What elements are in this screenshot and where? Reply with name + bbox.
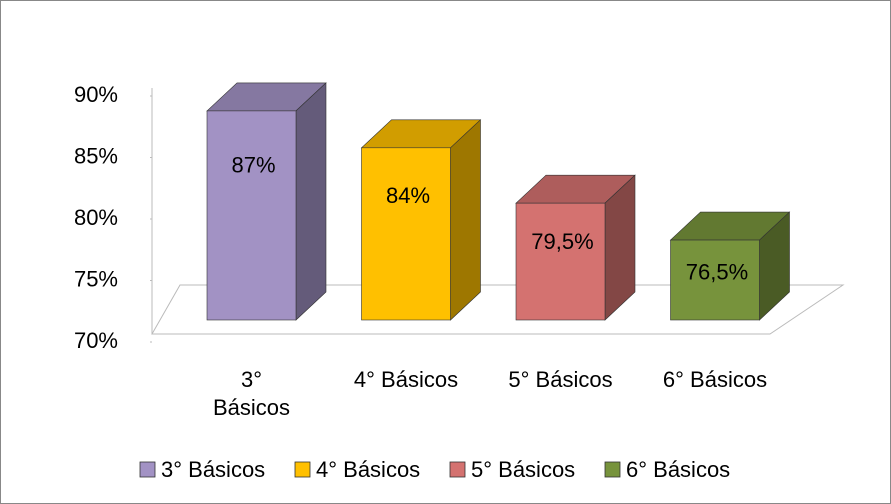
legend-swatch bbox=[449, 461, 466, 478]
bar-side bbox=[450, 119, 481, 321]
legend-label: 5° Básicos bbox=[471, 457, 575, 482]
bar bbox=[360, 119, 482, 321]
legend-swatch bbox=[604, 461, 621, 478]
y-tick-label: 70% bbox=[74, 328, 118, 353]
legend-label: 6° Básicos bbox=[626, 457, 730, 482]
legend-swatch bbox=[294, 461, 311, 478]
y-tick-label: 80% bbox=[74, 205, 118, 230]
x-tick-label: 5° Básicos bbox=[508, 367, 613, 392]
bar-front bbox=[361, 147, 451, 321]
value-label: 76,5% bbox=[686, 259, 748, 284]
bar-front bbox=[206, 110, 297, 321]
legend-swatch bbox=[139, 461, 156, 478]
bar bbox=[669, 211, 791, 321]
y-tick-label: 90% bbox=[74, 82, 118, 107]
bar-front bbox=[515, 202, 606, 321]
bar-side bbox=[295, 82, 327, 321]
value-label: 87% bbox=[231, 152, 275, 177]
value-label: 84% bbox=[386, 183, 430, 208]
bar-front bbox=[670, 239, 760, 321]
y-tick-label: 85% bbox=[74, 143, 118, 168]
bar bbox=[206, 82, 327, 321]
legend-label: 3° Básicos bbox=[161, 457, 265, 482]
x-tick-label: 6° Básicos bbox=[662, 367, 768, 392]
value-label: 79,5% bbox=[531, 229, 593, 254]
bar bbox=[515, 174, 636, 321]
x-tick-label: 3° Básicos bbox=[212, 367, 291, 420]
legend-label: 4° Básicos bbox=[316, 457, 420, 482]
y-tick-label: 75% bbox=[74, 266, 118, 291]
x-tick-label: 4° Básicos bbox=[353, 367, 459, 392]
